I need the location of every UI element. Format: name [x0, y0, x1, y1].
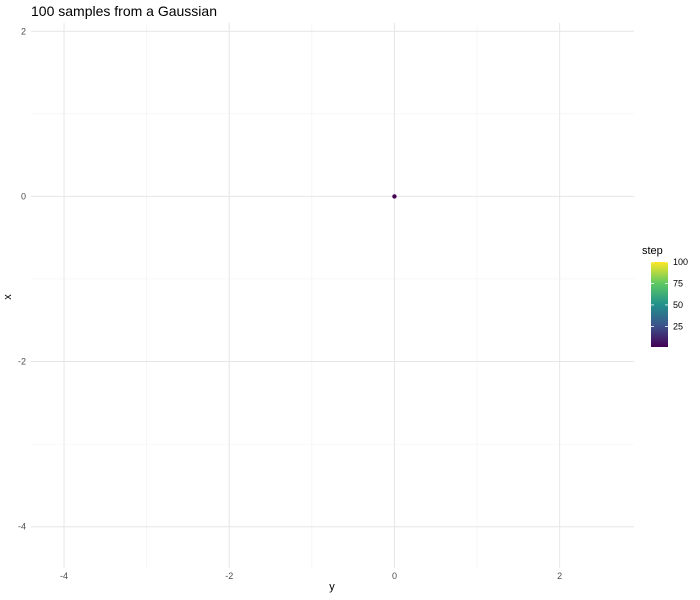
x-axis-title: y [329, 581, 335, 593]
legend-ticks: 100 75 50 25 [651, 257, 688, 331]
x-tick-label: -2 [225, 571, 233, 581]
y-axis-title: x [2, 294, 14, 300]
legend-tick-label: 50 [673, 300, 683, 310]
legend-colorbar [651, 262, 668, 347]
data-points [392, 194, 397, 199]
y-tick-label: 2 [21, 26, 26, 36]
data-point [392, 194, 397, 199]
legend-tick-label: 75 [673, 278, 683, 288]
chart-title: 100 samples from a Gaussian [31, 3, 217, 19]
gridlines [31, 23, 634, 568]
legend-title: step [642, 245, 663, 257]
y-tick-label: 0 [21, 191, 26, 201]
legend-tick-label: 25 [673, 321, 683, 331]
x-tick-label: -4 [60, 571, 68, 581]
tick-labels: -4 -2 0 2 2 0 -2 -4 [18, 26, 562, 581]
x-tick-label: 2 [557, 571, 562, 581]
x-tick-label: 0 [392, 571, 397, 581]
y-tick-label: -4 [18, 522, 26, 532]
legend: step 100 75 50 25 [642, 245, 688, 347]
legend-tick-label: 100 [673, 257, 688, 267]
y-tick-label: -2 [18, 357, 26, 367]
